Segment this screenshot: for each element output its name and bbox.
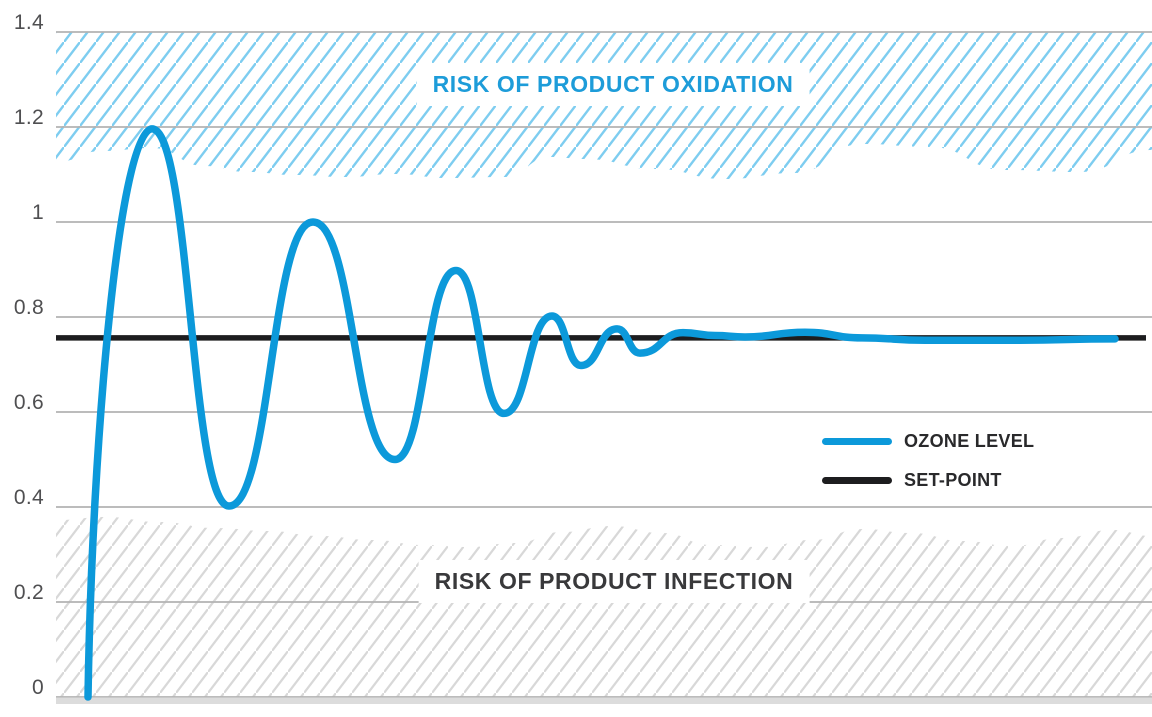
y-tick-label: 1 (32, 201, 44, 224)
y-tick-label: 1.4 (13, 11, 44, 34)
y-tick-label: 0.8 (13, 296, 44, 319)
legend: OZONE LEVEL SET-POINT (822, 428, 1034, 493)
y-tick-label: 0.6 (13, 391, 44, 414)
legend-item-ozone-level: OZONE LEVEL (822, 428, 1034, 454)
y-tick-label: 0 (32, 676, 44, 699)
ozone-level-line-swatch (822, 437, 892, 445)
infection-hatch-zone (56, 517, 1152, 704)
oxidation-zone-label: RISK OF PRODUCT OXIDATION (416, 63, 810, 106)
legend-label-set-point: SET-POINT (904, 469, 1002, 490)
infection-zone-label: RISK OF PRODUCT INFECTION (418, 560, 810, 603)
legend-item-set-point: SET-POINT (822, 467, 1034, 493)
legend-label-ozone-level: OZONE LEVEL (904, 430, 1035, 451)
set-point-line-swatch (822, 476, 892, 484)
y-tick-label: 1.2 (13, 106, 44, 129)
y-tick-label: 0.2 (13, 581, 44, 604)
x-axis-line (56, 697, 1152, 704)
y-tick-label: 0.4 (13, 486, 44, 509)
ozone-level-curve (84, 125, 1119, 701)
